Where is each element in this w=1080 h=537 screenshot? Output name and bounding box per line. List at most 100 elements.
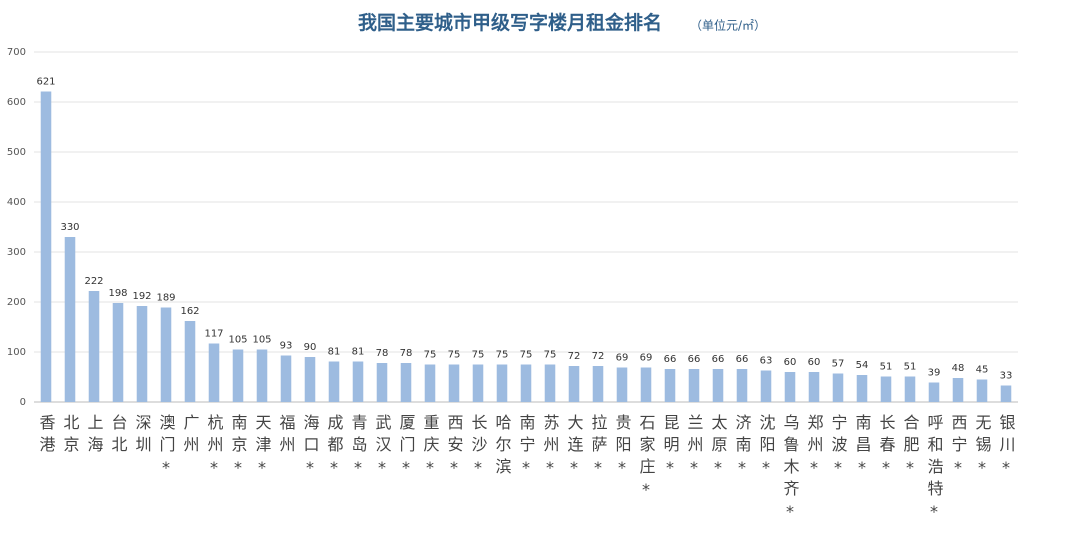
data-label: 66: [664, 354, 677, 365]
y-tick-label: 700: [7, 47, 26, 58]
bar: [976, 379, 988, 402]
bar: [304, 357, 316, 402]
y-tick-label: 0: [20, 397, 26, 408]
x-tick-label: 拉萨*: [589, 414, 608, 483]
x-tick-label: 天津*: [253, 414, 272, 483]
bar: [328, 361, 340, 402]
data-label: 66: [736, 354, 749, 365]
x-tick-label: 海口*: [301, 414, 320, 483]
data-label: 189: [156, 293, 175, 304]
x-tick-label: 沈阳*: [757, 414, 776, 483]
bar: [544, 364, 556, 402]
data-label: 81: [328, 347, 341, 358]
x-tick-label: 合肥*: [901, 414, 920, 483]
x-tick-label: 大连*: [565, 414, 584, 483]
data-label: 66: [688, 354, 701, 365]
data-label: 93: [280, 341, 293, 352]
bar: [208, 343, 220, 402]
bar: [760, 370, 772, 402]
bar: [88, 291, 100, 402]
data-label: 105: [228, 335, 247, 346]
bar: [40, 91, 52, 402]
data-label: 57: [832, 359, 845, 370]
x-tick-label: 苏州*: [541, 414, 560, 483]
bar: [592, 366, 604, 402]
bar: [640, 367, 652, 402]
y-tick-label: 100: [7, 347, 26, 358]
y-tick-label: 500: [7, 147, 26, 158]
data-label: 75: [496, 350, 509, 361]
bar: [520, 364, 532, 402]
bar: [736, 369, 748, 402]
data-label: 51: [880, 362, 893, 373]
x-tick-label: 太原*: [709, 414, 728, 483]
bar: [496, 364, 508, 402]
x-tick-label: 西安*: [445, 414, 464, 483]
bar: [136, 306, 148, 402]
y-tick-label: 400: [7, 197, 26, 208]
data-label: 78: [376, 348, 389, 359]
bar: [448, 364, 460, 402]
data-label: 162: [180, 306, 199, 317]
x-tick-label: 无锡*: [973, 414, 992, 483]
data-label: 198: [108, 288, 127, 299]
x-tick-label: 福州: [277, 414, 296, 458]
data-label: 75: [520, 350, 533, 361]
x-tick-label: 石家庄*: [637, 414, 656, 505]
data-label: 69: [640, 353, 653, 364]
x-tick-label: 台北: [109, 414, 128, 458]
bar: [1000, 385, 1012, 402]
x-tick-label: 昆明*: [661, 414, 680, 483]
bar: [472, 364, 484, 402]
x-tick-label: 长春*: [877, 414, 896, 483]
bar: [256, 349, 268, 402]
data-label: 192: [132, 291, 151, 302]
bar: [112, 303, 124, 402]
bar: [784, 372, 796, 402]
x-tick-label: 香港: [37, 414, 56, 458]
x-tick-label: 澳门*: [157, 414, 176, 483]
bar: [712, 369, 724, 402]
data-label: 60: [784, 357, 797, 368]
bar: [160, 307, 172, 402]
data-label: 78: [400, 348, 413, 359]
data-label: 48: [952, 363, 965, 374]
x-tick-label: 南京*: [229, 414, 248, 483]
bar: [904, 376, 916, 402]
x-tick-label: 西宁*: [949, 414, 968, 483]
data-label: 75: [424, 350, 437, 361]
bar: [664, 369, 676, 402]
bar: [928, 382, 940, 402]
x-tick-label: 深圳: [133, 414, 152, 458]
data-label: 330: [60, 222, 79, 233]
data-label: 117: [204, 329, 223, 340]
x-tick-label: 呼和浩特*: [925, 414, 944, 527]
data-label: 75: [472, 350, 485, 361]
data-label: 72: [592, 351, 605, 362]
x-tick-label: 宁波*: [829, 414, 848, 483]
x-tick-label: 北京: [61, 414, 80, 458]
data-label: 75: [544, 350, 557, 361]
x-tick-label: 郑州*: [805, 414, 824, 483]
data-label: 39: [928, 368, 941, 379]
bar: [688, 369, 700, 402]
y-tick-label: 200: [7, 297, 26, 308]
bar: [400, 363, 412, 402]
y-tick-label: 600: [7, 97, 26, 108]
bar: [880, 376, 892, 402]
x-tick-label: 厦门*: [397, 414, 416, 483]
bar: [952, 378, 964, 402]
data-label: 222: [84, 276, 103, 287]
x-tick-label: 济南*: [733, 414, 752, 483]
bar: [808, 372, 820, 402]
data-label: 66: [712, 354, 725, 365]
data-label: 45: [976, 365, 989, 376]
x-tick-label: 乌鲁木齐*: [781, 414, 800, 527]
y-tick-label: 300: [7, 247, 26, 258]
x-tick-label: 银川*: [997, 414, 1016, 483]
data-label: 60: [808, 357, 821, 368]
chart-title: 我国主要城市甲级写字楼月租金排名: [358, 11, 662, 34]
bar: [616, 367, 628, 402]
bar: [856, 375, 868, 402]
x-tick-label: 南宁*: [517, 414, 536, 483]
